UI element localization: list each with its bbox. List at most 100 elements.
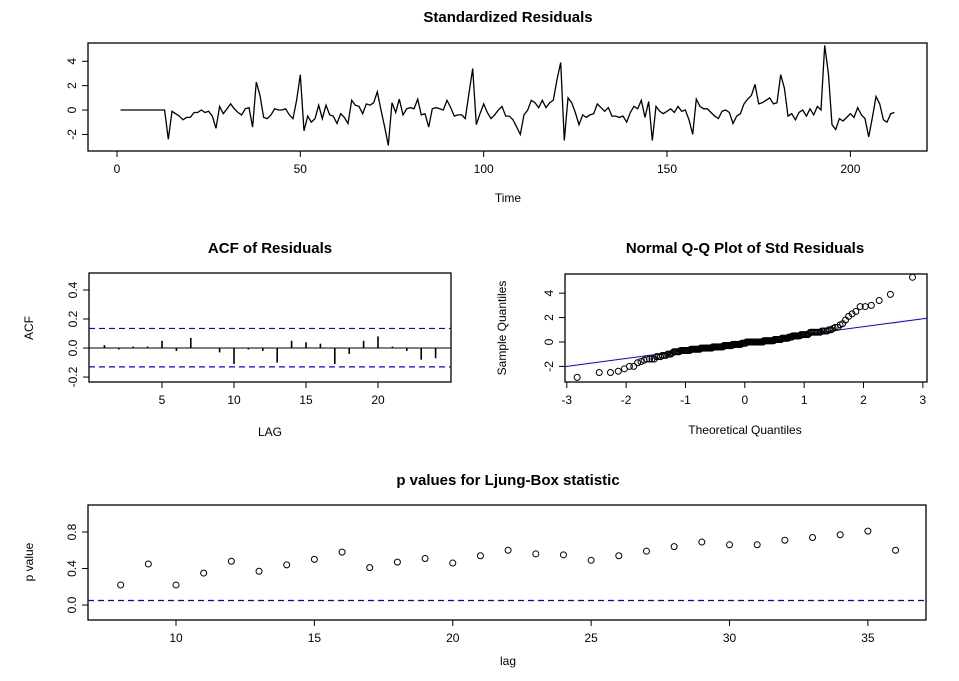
- qq-point: [637, 357, 645, 365]
- ljung-box-point: [366, 564, 374, 572]
- qq-x-tick-label: 3: [920, 393, 927, 407]
- ljung-box-point: [559, 551, 567, 559]
- acf-title: ACF of Residuals: [208, 240, 332, 257]
- qq-x-tick-label: -2: [621, 393, 632, 407]
- ljung-box-y-tick-label: 0.4: [65, 560, 79, 577]
- residuals-y-tick-label: 0: [65, 106, 79, 113]
- qq-plot-box: [564, 273, 928, 383]
- acf-xlabel: LAG: [258, 425, 282, 439]
- qq-point: [643, 355, 651, 363]
- residuals-x-tick-label: 150: [657, 162, 677, 176]
- qq-point: [646, 355, 654, 363]
- qq-y-tick-label: 0: [542, 338, 556, 345]
- qq-point: [595, 368, 603, 376]
- ljung-box-y-tick-label: 0.0: [65, 596, 79, 613]
- ljung-box-point: [117, 581, 125, 589]
- residuals-x-tick-label: 50: [294, 162, 308, 176]
- qq-point: [816, 328, 824, 336]
- qq-point: [852, 307, 860, 315]
- ljung-box-point: [781, 536, 789, 544]
- ljung-box-point: [615, 552, 623, 560]
- ljung-box-point: [227, 557, 235, 565]
- qq-point: [825, 326, 833, 334]
- ljung-box-point: [144, 560, 152, 568]
- ljung-box-point: [393, 558, 401, 566]
- qq-point: [909, 273, 917, 281]
- qq-point: [630, 362, 638, 370]
- ljung-box-point: [200, 569, 208, 577]
- acf-y-tick-label: 0.0: [66, 339, 80, 356]
- ljung-box-point: [670, 543, 678, 551]
- ljung-box-point: [809, 533, 817, 541]
- ljung-box-x-tick-label: 10: [169, 631, 183, 645]
- ljung-box-point: [892, 546, 900, 554]
- ljung-box-point: [449, 559, 457, 567]
- ljung-box-x-tick-label: 20: [446, 631, 460, 645]
- ljung-box-x-tick-label: 35: [861, 631, 875, 645]
- qq-x-tick-label: 0: [741, 393, 748, 407]
- ljung-box-point: [283, 561, 291, 569]
- ljung-box-point: [421, 554, 429, 562]
- ljung-box-point: [476, 552, 484, 560]
- qq-point: [662, 351, 670, 359]
- qq-point: [614, 367, 622, 375]
- qq-x-tick-label: -1: [680, 393, 691, 407]
- acf-y-tick-label: -0.2: [66, 366, 80, 387]
- residuals-plot-box: [87, 42, 928, 152]
- acf-x-tick-label: 5: [159, 393, 166, 407]
- qq-y-tick-label: 4: [542, 290, 556, 297]
- qq-x-tick-label: -3: [561, 393, 572, 407]
- ljung-box-point: [338, 548, 346, 556]
- ljung-box-point: [642, 547, 650, 555]
- ljung-box-x-tick-label: 30: [723, 631, 737, 645]
- residuals-y-tick-label: -2: [65, 129, 79, 140]
- ljung-box-y-tick-label: 0.8: [65, 523, 79, 540]
- qq-point: [606, 368, 614, 376]
- residuals-series-line: [120, 45, 895, 146]
- ljung-box-panel: p values for Ljung-Box statistic lag p v…: [22, 472, 927, 668]
- qq-y-tick-label: -2: [542, 361, 556, 372]
- residuals-y-tick-label: 2: [65, 82, 79, 89]
- residuals-x-tick-label: 0: [114, 162, 121, 176]
- ljung-box-x-tick-label: 15: [308, 631, 322, 645]
- qq-point: [856, 303, 864, 311]
- qq-x-tick-label: 2: [860, 393, 867, 407]
- acf-x-tick-label: 10: [227, 393, 241, 407]
- acf-y-tick-label: 0.4: [66, 281, 80, 298]
- qq-ylabel: Sample Quantiles: [495, 281, 509, 376]
- qq-point: [875, 296, 883, 304]
- qq-point: [823, 327, 831, 335]
- qq-point: [867, 301, 875, 309]
- ljung-box-point: [726, 541, 734, 549]
- ljung-box-title: p values for Ljung-Box statistic: [396, 472, 619, 489]
- acf-x-tick-label: 15: [299, 393, 313, 407]
- ljung-box-point: [532, 550, 540, 558]
- ljung-box-xlabel: lag: [500, 654, 516, 668]
- qq-y-tick-label: 2: [542, 314, 556, 321]
- acf-y-tick-label: 0.2: [66, 310, 80, 327]
- qq-xlabel: Theoretical Quantiles: [688, 423, 801, 437]
- ljung-box-point: [698, 538, 706, 546]
- qq-point: [834, 323, 842, 331]
- ljung-box-point: [255, 567, 263, 575]
- ljung-box-point: [587, 556, 595, 564]
- residuals-x-tick-label: 200: [840, 162, 860, 176]
- acf-plot-box: [88, 272, 452, 383]
- acf-x-tick-label: 20: [371, 393, 385, 407]
- ljung-box-point: [753, 541, 761, 549]
- ljung-box-point: [864, 527, 872, 535]
- ljung-box-ylabel: p value: [22, 542, 36, 581]
- qq-point: [573, 373, 581, 381]
- qq-title: Normal Q-Q Plot of Std Residuals: [626, 240, 864, 257]
- qq-x-tick-label: 1: [801, 393, 808, 407]
- ljung-box-point: [172, 581, 180, 589]
- ljung-box-point: [504, 546, 512, 554]
- qq-panel: Normal Q-Q Plot of Std Residuals Theoret…: [495, 240, 928, 437]
- residuals-x-tick-label: 100: [474, 162, 494, 176]
- qq-point: [634, 359, 642, 367]
- ljung-box-x-tick-label: 25: [584, 631, 598, 645]
- residuals-y-tick-label: 4: [65, 58, 79, 65]
- residuals-title: Standardized Residuals: [423, 9, 592, 26]
- acf-ylabel: ACF: [22, 316, 36, 340]
